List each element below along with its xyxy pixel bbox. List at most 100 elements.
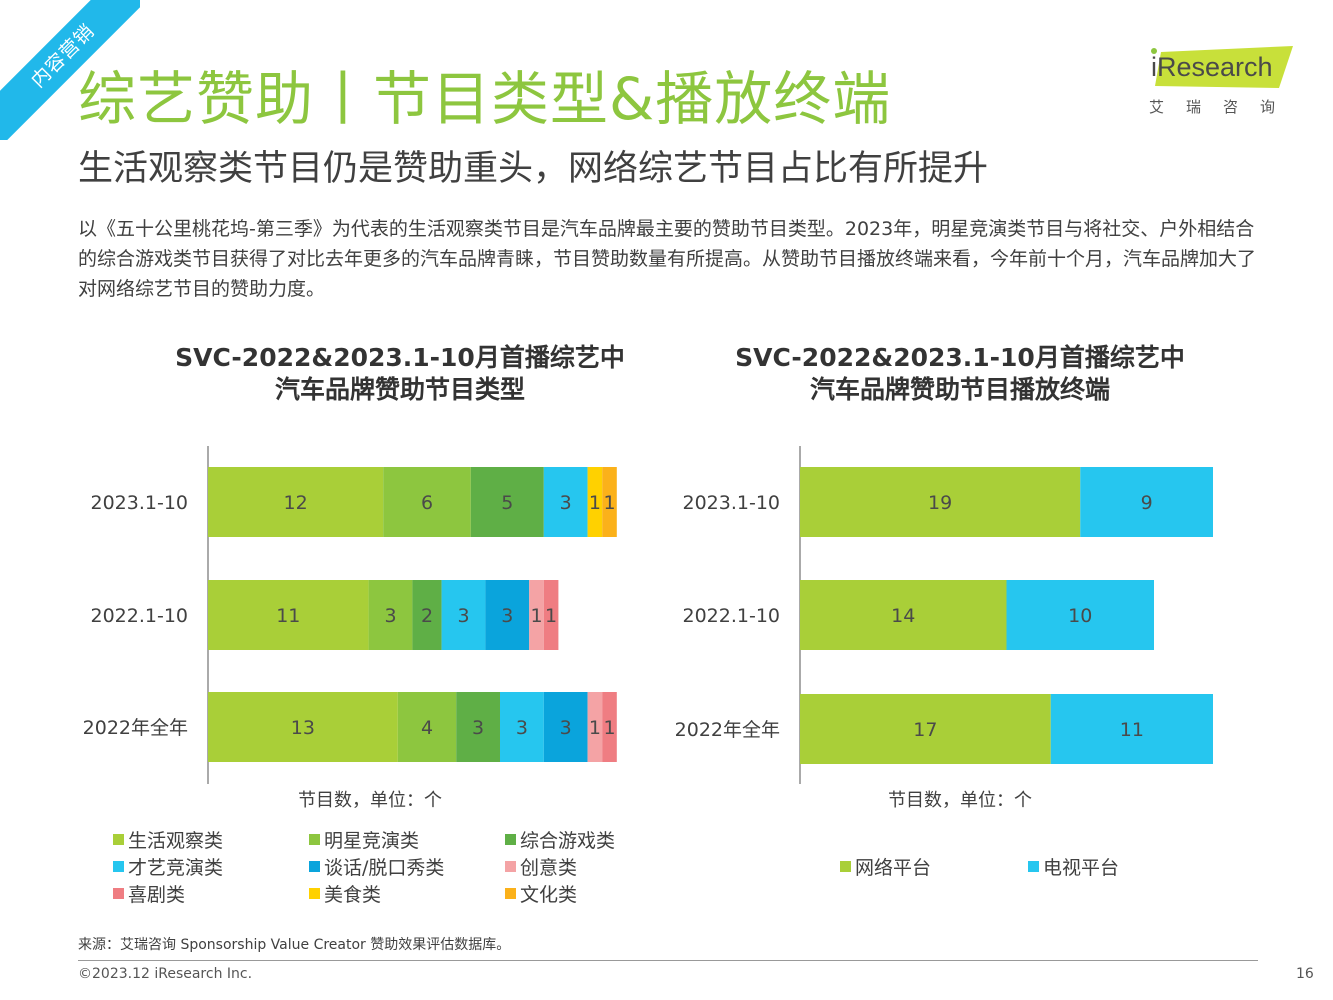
bar-value-label: 3 xyxy=(516,717,528,739)
bar-segment xyxy=(500,692,544,762)
bar-value-label: 3 xyxy=(560,492,572,514)
legend-swatch xyxy=(505,861,516,872)
page-description: 以《五十公里桃花坞-第三季》为代表的生活观察类节目是汽车品牌最主要的赞助节目类型… xyxy=(78,218,1257,300)
bar-segment xyxy=(543,580,559,650)
legend-label: 电视平台 xyxy=(1043,857,1120,879)
legend-label: 明星竞演类 xyxy=(324,830,420,852)
chart2-title-line2: 汽车品牌赞助节目播放终端 xyxy=(809,375,1110,404)
bar-value-label: 9 xyxy=(1141,492,1153,514)
bar-segment xyxy=(1006,580,1154,650)
footer-divider xyxy=(78,960,1258,961)
bar-value-label: 3 xyxy=(501,605,513,627)
bar-value-label: 5 xyxy=(501,492,513,514)
bar-segment xyxy=(602,692,617,762)
bar-segment xyxy=(208,692,398,762)
chart1-title-line2: 汽车品牌赞助节目类型 xyxy=(274,375,525,404)
bar-segment xyxy=(412,580,442,650)
chart1-title-line1: SVC-2022&2023.1-10月首播综艺中 xyxy=(175,343,625,372)
legend-swatch xyxy=(505,834,516,845)
chart2-svg: 2023.1-10 19 9 2022.1-10 14 10 2022年全年 17 11 xyxy=(675,446,1213,784)
bar-value-label: 3 xyxy=(457,605,469,627)
bar-value-label: 3 xyxy=(472,717,484,739)
bar-segment xyxy=(397,692,457,762)
bar-segment xyxy=(368,580,413,650)
legend-item: 生活观察类 xyxy=(113,826,223,853)
bar-value-label: 10 xyxy=(1068,605,1092,627)
bar-segment xyxy=(1080,467,1213,537)
chart2-title-line1: SVC-2022&2023.1-10月首播综艺中 xyxy=(735,343,1185,372)
bar-segment xyxy=(383,467,471,537)
bar-value-label: 1 xyxy=(589,717,601,739)
bar-value-label: 13 xyxy=(291,717,315,739)
chart2-title: SVC-2022&2023.1-10月首播综艺中 汽车品牌赞助节目播放终端 xyxy=(700,342,1220,406)
legend-item: 创意类 xyxy=(505,853,577,880)
bar-value-label: 17 xyxy=(913,719,937,741)
bar-segment xyxy=(1050,694,1213,764)
legend-label: 网络平台 xyxy=(855,857,932,879)
bar-value-label: 2 xyxy=(421,605,433,627)
page-number: 16 xyxy=(1296,966,1314,982)
bar-segment xyxy=(543,467,588,537)
bar-segment xyxy=(602,467,617,537)
logo-cn-text: 艾瑞咨询 xyxy=(1149,98,1298,116)
legend-label: 美食类 xyxy=(324,884,382,906)
legend-item: 美食类 xyxy=(309,880,381,907)
bar-segment xyxy=(441,580,486,650)
chart1-title: SVC-2022&2023.1-10月首播综艺中 汽车品牌赞助节目类型 xyxy=(140,342,660,406)
legend-item: 喜剧类 xyxy=(113,880,185,907)
chart1-unit-label: 节目数，单位：个 xyxy=(298,790,442,811)
copyright: ©2023.12 iResearch Inc. xyxy=(78,966,253,982)
legend-swatch xyxy=(309,834,320,845)
legend-label: 创意类 xyxy=(520,857,578,879)
bar-segment xyxy=(456,692,500,762)
bar-segment xyxy=(485,580,530,650)
legend-label: 喜剧类 xyxy=(128,884,186,906)
bar-segment xyxy=(587,467,603,537)
category-label: 2023.1-10 xyxy=(682,492,780,514)
legend-item: 电视平台 xyxy=(1028,853,1119,880)
legend-label: 文化类 xyxy=(520,884,578,906)
legend-label: 才艺竞演类 xyxy=(128,857,224,879)
bar-value-label: 14 xyxy=(891,605,915,627)
bar-value-label: 11 xyxy=(1120,719,1144,741)
category-label: 2022.1-10 xyxy=(90,605,188,627)
category-label: 2022年全年 xyxy=(675,719,780,741)
legend-swatch xyxy=(113,834,124,845)
bar-segment xyxy=(208,467,384,537)
bar-value-label: 1 xyxy=(530,605,542,627)
legend-swatch xyxy=(113,861,124,872)
bar-segment xyxy=(800,580,1007,650)
legend-swatch xyxy=(113,888,124,899)
category-label: 2023.1-10 xyxy=(90,492,188,514)
logo-dot-icon xyxy=(1151,48,1157,54)
category-label: 2022.1-10 xyxy=(682,605,780,627)
bar-value-label: 1 xyxy=(603,717,615,739)
legend-item: 明星竞演类 xyxy=(309,826,419,853)
legend-item: 才艺竞演类 xyxy=(113,853,223,880)
bar-value-label: 12 xyxy=(284,492,308,514)
legend-item: 谈话/脱口秀类 xyxy=(309,853,444,880)
legend-item: 文化类 xyxy=(505,880,577,907)
bar-segment xyxy=(800,694,1051,764)
bar-segment xyxy=(208,580,369,650)
chart2-unit-label: 节目数，单位：个 xyxy=(888,790,1032,811)
legend-swatch xyxy=(309,888,320,899)
bar-segment xyxy=(529,580,544,650)
logo-text: iResearch xyxy=(1151,52,1273,82)
bar-segment xyxy=(543,692,588,762)
legend-label: 谈话/脱口秀类 xyxy=(324,857,445,879)
legend-swatch xyxy=(840,861,851,872)
bar-segment xyxy=(470,467,544,537)
bar-value-label: 1 xyxy=(589,492,601,514)
bar-value-label: 6 xyxy=(421,492,433,514)
legend-item: 网络平台 xyxy=(840,853,931,880)
bar-value-label: 3 xyxy=(384,605,396,627)
logo-shape-icon xyxy=(1155,46,1293,88)
category-label: 2022年全年 xyxy=(83,717,188,739)
legend-swatch xyxy=(1028,861,1039,872)
page-title: 综艺赞助丨节目类型&播放终端 xyxy=(78,65,892,133)
source-note: 来源：艾瑞咨询 Sponsorship Value Creator 赞助效果评估… xyxy=(78,937,511,953)
page-subtitle: 生活观察类节目仍是赞助重头，网络综艺节目占比有所提升 xyxy=(78,149,989,189)
legend-swatch xyxy=(505,888,516,899)
